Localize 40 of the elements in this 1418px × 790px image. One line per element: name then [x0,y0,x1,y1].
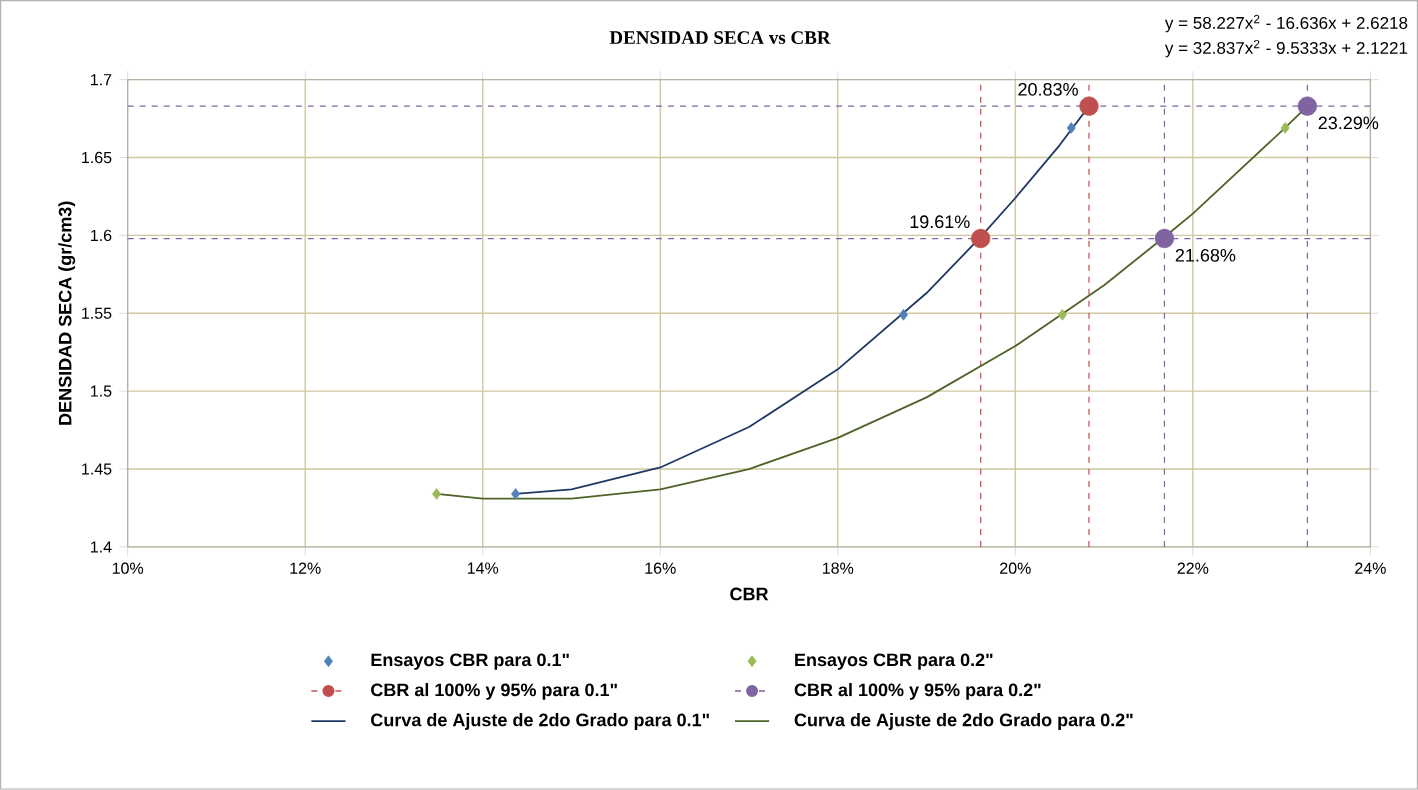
legend-label: Ensayos CBR para 0.2" [795,653,993,670]
point [1066,122,1076,134]
annotation: 20.83% [1018,83,1078,96]
annotation: 23.29% [1318,116,1379,130]
y-tick-label: 1.6 [91,229,112,242]
text: y = 32.837x$^{2}$ - 9.5333x + 2.1221 [1164,40,1408,58]
point [1057,309,1067,321]
annotation: 19.61% [910,215,970,229]
y-axis-title: DENSIDAD SECA (gr/cm3) [58,201,76,425]
x-tick-label: 20% [1000,562,1031,575]
y-tick-label: 1.65 [82,152,112,164]
legend-label: Curva de Ajuste de 2do Grado para 0.1" [371,713,709,731]
x-tick-label: 22% [1177,562,1209,574]
point [971,229,991,249]
y-tick-label: 1.4 [91,541,112,553]
x-tick-label: 24% [1355,562,1386,574]
legend-label: CBR al 100% y 95% para 0.2" [794,683,1041,700]
point [511,488,521,500]
y-tick-label: 1.45 [82,463,112,475]
text: y = 58.227x$^{2}$ - 16.636x + 2.6218 [1164,15,1408,33]
point [1297,96,1317,116]
point [432,488,442,500]
point [899,309,908,321]
y-tick-label: 1.5 [91,385,112,397]
legend-label: CBR al 100% y 95% para 0.1" [371,683,617,700]
point [1079,96,1099,116]
legend-label: Curva de Ajuste de 2do Grado para 0.2" [794,713,1133,731]
point [1154,229,1175,249]
x-tick-label: 10% [112,562,144,575]
chart-title: DENSIDAD SECA vs CBR [609,31,831,45]
point [1280,122,1290,134]
x-axis-title: CBR [730,587,769,601]
x-tick-label: 12% [290,562,321,574]
y-tick-label: 1.55 [82,307,112,320]
annotation: 21.68% [1175,249,1236,262]
x-tick-label: 16% [645,562,676,575]
y-tick-label: 1.7 [91,74,112,86]
x-tick-label: 18% [823,562,854,575]
legend-label: Ensayos CBR para 0.1" [371,653,569,670]
x-tick-label: 14% [467,562,499,574]
